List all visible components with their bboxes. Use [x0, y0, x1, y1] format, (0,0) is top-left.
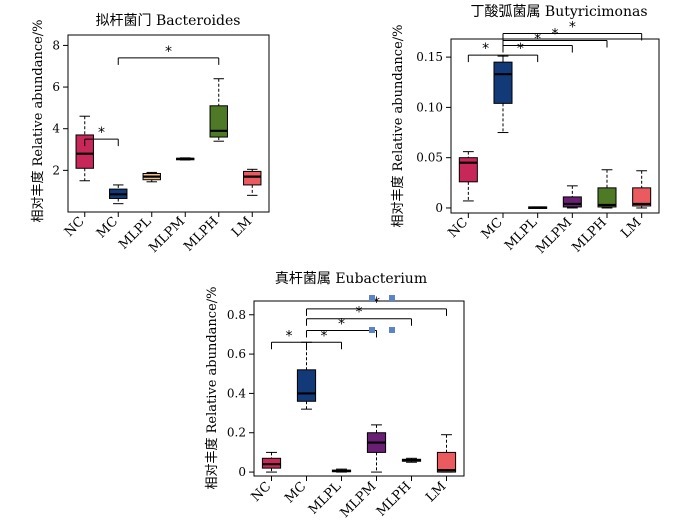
y-tick-label: 0.4	[227, 386, 246, 400]
x-tick-label-nc: NC	[249, 479, 275, 505]
y-tick-label: 6	[52, 80, 60, 94]
x-tick-label-mlpm: MLPM	[338, 479, 380, 521]
significance-star: *	[517, 41, 524, 57]
box-mlpl	[142, 171, 161, 183]
y-tick-label: 0.10	[416, 100, 443, 114]
x-tick-label-mlpm: MLPM	[533, 215, 575, 257]
y-tick-label: 0.2	[227, 426, 246, 440]
marker-square	[389, 295, 395, 301]
significance-bracket-4: *	[306, 305, 412, 326]
significance-bracket-3: *	[306, 316, 377, 338]
significance-bracket-2: *	[117, 44, 220, 65]
box-nc	[261, 451, 282, 473]
chart-title: 丁酸弧菌属 Butyricimonas	[470, 4, 647, 20]
box-mlpm	[176, 157, 195, 161]
plot-frame	[253, 300, 465, 477]
x-tick-label-mc: MC	[479, 215, 506, 242]
significance-star: *	[373, 295, 380, 311]
significance-star: *	[165, 44, 172, 60]
significance-bracket-5: *	[502, 19, 643, 41]
box-body	[458, 157, 478, 183]
significance-bracket-1: *	[84, 125, 119, 147]
x-tick-label-mc: MC	[94, 214, 121, 241]
significance-star: *	[482, 41, 489, 57]
x-tick-label-nc: NC	[62, 214, 88, 240]
box-mlph	[597, 169, 617, 209]
box-lm	[632, 170, 652, 209]
box-body	[632, 187, 652, 207]
y-tick-label: 0.05	[416, 151, 443, 165]
box-lm	[243, 168, 262, 196]
box-mc	[493, 55, 513, 134]
box-body	[296, 369, 317, 402]
y-tick-label: 0.6	[227, 347, 246, 361]
significance-star: *	[98, 125, 105, 141]
box-mc	[296, 341, 317, 410]
y-tick-label: 0	[238, 465, 246, 479]
y-tick-label: 8	[52, 38, 60, 52]
box-body	[209, 105, 228, 138]
box-mlph	[209, 78, 228, 142]
x-tick-label-mlph: MLPH	[570, 215, 610, 255]
box-body	[597, 187, 617, 208]
significance-star: *	[286, 328, 293, 344]
box-body	[493, 61, 513, 104]
box-mlpm	[366, 424, 387, 473]
chart-panel-2: 丁酸弧菌属 Butyricimonas 相对丰度 Relative abundan…	[390, 4, 660, 257]
marker-square	[389, 327, 395, 333]
y-axis-label: 相对丰度 Relative abundance/%	[30, 19, 46, 222]
significance-bracket-1: *	[467, 41, 504, 63]
box-lm	[436, 434, 457, 473]
x-tick-label-nc: NC	[445, 215, 471, 241]
plot-frame	[450, 38, 660, 214]
significance-bracket-2: *	[306, 328, 342, 350]
marker-square	[369, 295, 375, 301]
significance-bracket-4: *	[502, 27, 608, 48]
box-mlph	[401, 457, 422, 463]
box-body	[436, 451, 457, 473]
box-nc	[458, 151, 478, 202]
chart-title: 拟杆菌门 Bacteroides	[96, 13, 241, 29]
y-axis-label: 相对丰度 Relative abundance/%	[204, 286, 220, 489]
box-body	[75, 134, 94, 169]
x-tick-label-lm: LM	[229, 214, 255, 240]
box-nc	[75, 115, 94, 182]
chart-panel-1: 拟杆菌门 Bacteroides 相对丰度 Relative abundance/…	[30, 13, 270, 256]
y-tick-label: 0.15	[416, 50, 443, 64]
x-tick-label-mlpm: MLPM	[146, 214, 188, 256]
x-tick-label-mc: MC	[282, 479, 309, 506]
significance-star: *	[552, 27, 559, 43]
x-tick-label-lm: LM	[423, 479, 449, 505]
plot-frame	[67, 34, 270, 213]
box-body	[562, 196, 582, 208]
significance-star: *	[356, 305, 363, 321]
box-body	[243, 170, 262, 186]
y-tick-label: 0.8	[227, 308, 246, 322]
significance-bracket-3: *	[502, 32, 573, 53]
y-tick-label: 4	[52, 122, 60, 136]
significance-bracket-2: *	[502, 41, 539, 63]
y-axis-label: 相对丰度 Relative abundance/%	[390, 24, 406, 227]
y-tick-label: 0	[435, 201, 443, 215]
box-mlpl	[528, 206, 548, 209]
box-mlpl	[331, 468, 352, 473]
x-tick-label-mlph: MLPH	[181, 214, 221, 254]
x-tick-label-lm: LM	[618, 215, 644, 241]
significance-star: *	[534, 32, 541, 48]
y-tick-label: 2	[52, 163, 60, 177]
significance-star: *	[569, 19, 576, 35]
box-mlpm	[562, 185, 582, 209]
chart-title: 真杆菌属 Eubacterium	[275, 271, 427, 287]
significance-star: *	[338, 316, 345, 332]
significance-bracket-1: *	[271, 328, 307, 350]
marker-square	[369, 327, 375, 333]
significance-star: *	[321, 328, 328, 344]
chart-panel-3: 真杆菌属 Eubacterium 相对丰度 Relative abundance/…	[204, 271, 465, 521]
significance-bracket-5: *	[306, 295, 447, 316]
box-mc	[109, 184, 128, 205]
x-tick-label-mlph: MLPH	[374, 479, 414, 519]
